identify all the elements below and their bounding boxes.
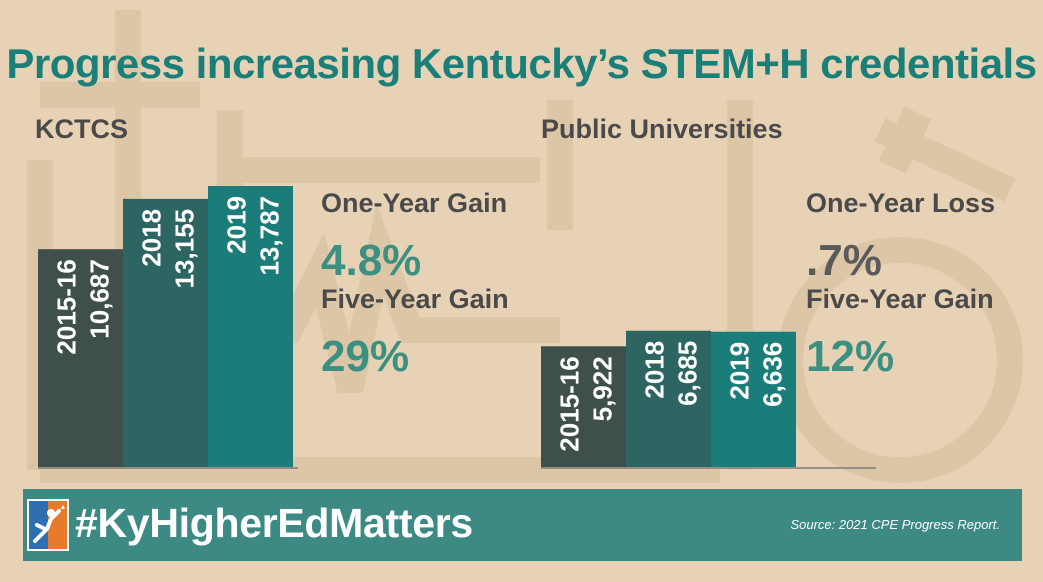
kctcs-five-year-value: 29%	[321, 332, 410, 381]
universities-bar-category-label: 2019	[725, 342, 755, 400]
universities-five-year-label: Five-Year Gain	[806, 284, 994, 314]
kctcs-bar-value-label: 13,787	[255, 196, 285, 276]
kctcs-five-year-label: Five-Year Gain	[321, 284, 509, 314]
universities-bar-value-label: 5,922	[588, 356, 618, 421]
kctcs-bar-value-label: 10,687	[85, 259, 115, 339]
kctcs-heading: KCTCS	[35, 114, 128, 144]
kctcs-bar-2018	[123, 198, 208, 468]
kctcs-bar-chart: 2015-16 10,687 2018 13,155 2019 13,787	[38, 186, 298, 469]
universities-one-year-value: .7%	[806, 236, 882, 285]
universities-one-year-label: One-Year Loss	[806, 188, 996, 218]
universities-bar-value-label: 6,685	[673, 341, 703, 406]
kctcs-bar-category-label: 2019	[222, 196, 252, 254]
cpe-logo-icon	[27, 499, 69, 551]
kctcs-bar-2015-16	[38, 249, 123, 467]
source-note: Source: 2021 CPE Progress Report.	[790, 517, 1000, 532]
universities-bar-chart: 2015-16 5,922 2018 6,685 2019 6,636	[541, 330, 876, 469]
universities-heading: Public Universities	[541, 114, 783, 144]
universities-bar-category-label: 2015-16	[555, 356, 585, 451]
universities-five-year-value: 12%	[806, 332, 895, 381]
universities-bar-value-label: 6,636	[758, 342, 788, 407]
universities-bar-category-label: 2018	[640, 341, 670, 399]
universities-bar-2018	[626, 330, 711, 467]
footer-banner: #KyHigherEdMatters Source: 2021 CPE Prog…	[23, 489, 1022, 561]
kctcs-one-year-value: 4.8%	[321, 236, 422, 285]
kctcs-bar-category-label: 2015-16	[52, 259, 82, 354]
universities-bar-2019	[711, 331, 796, 467]
kctcs-bar-2019	[208, 186, 293, 467]
hashtag-text: #KyHigherEdMatters	[75, 500, 473, 546]
page-title: Progress increasing Kentucky’s STEM+H cr…	[6, 40, 1037, 87]
kctcs-bar-value-label: 13,155	[170, 209, 200, 289]
universities-bar-2015-16	[541, 346, 626, 467]
kctcs-one-year-label: One-Year Gain	[321, 188, 508, 218]
kctcs-bar-category-label: 2018	[137, 209, 167, 267]
